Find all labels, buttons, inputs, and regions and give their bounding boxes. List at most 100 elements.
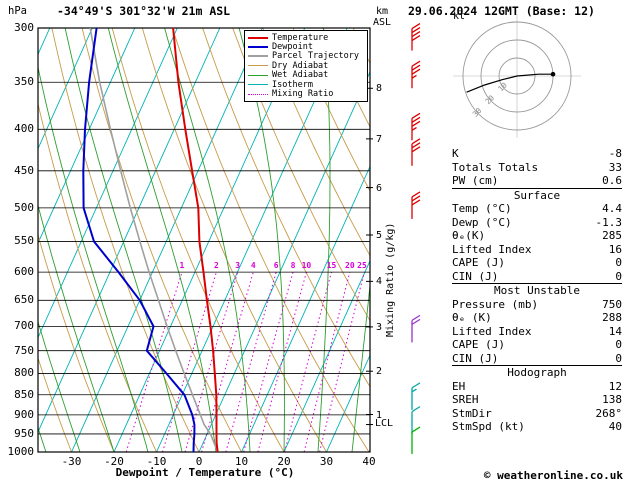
km-tick-label: 8: [376, 83, 383, 95]
indices-section-title: Hodograph: [507, 366, 567, 379]
temp-axis-title: Dewpoint / Temperature (°C): [115, 466, 295, 479]
copyright-link[interactable]: © weatheronline.co.uk: [483, 469, 623, 482]
pressure-tick-label: 350: [14, 75, 34, 89]
km-tick-label: 7: [376, 133, 383, 145]
legend-item: Parcel Trajectory: [248, 51, 364, 61]
pressure-tick-label: 400: [14, 122, 34, 136]
mixing-ratio-line: [319, 271, 365, 452]
mixing-ratio-line: [303, 271, 351, 452]
temperature-tick-label: 0: [195, 455, 203, 468]
temperature-tick-label: -30: [61, 455, 82, 468]
indices-row-label: K: [452, 147, 459, 160]
legend-item: Dry Adiabat: [248, 61, 364, 71]
indices-row-label: CIN (J): [452, 269, 499, 283]
indices-row: EH 12: [452, 380, 622, 394]
mixing-ratio-line: [184, 271, 239, 452]
pressure-tick-label: 700: [14, 319, 34, 333]
temperature-tick-label: 40: [362, 455, 376, 468]
indices-row: θₑ(K) 285: [452, 229, 622, 243]
indices-row: Dewp (°C) -1.3: [452, 216, 622, 230]
indices-row-label: CAPE (J): [452, 338, 505, 351]
indices-row: CAPE (J) 0: [452, 338, 622, 352]
wet-adiabat-line: [164, 28, 251, 452]
legend-label: Mixing Ratio: [272, 89, 334, 100]
indices-row-value: 40: [608, 420, 622, 433]
wet-adiabat-line: [64, 28, 183, 452]
legend-swatch: [248, 74, 268, 76]
indices-row: StmSpd (kt) 40: [452, 420, 622, 434]
indices-row: CIN (J) 0: [452, 352, 622, 366]
mixing-ratio-line: [162, 271, 217, 452]
indices-row: θₑ (K) 288: [452, 311, 622, 325]
indices-row: K -8: [452, 147, 622, 161]
dry-adiabat-line: [38, 101, 157, 452]
legend-item: Wet Adiabat: [248, 70, 364, 80]
legend-item: Isotherm: [248, 80, 364, 90]
mixing-ratio-label: 8: [291, 261, 296, 270]
indices-section: Surface Temp (°C) 4.4 Dewp (°C) -1.3 θₑ(K) 285…: [452, 187, 622, 284]
hodo-ring: [498, 57, 536, 95]
indices-table: K -8 Totals Totals 33 PW (cm) 0.6 Surface Temp …: [452, 147, 622, 434]
mixing-ratio-label: 1: [180, 261, 185, 270]
wind-barb: [411, 406, 421, 434]
pressure-tick-label: 900: [14, 407, 34, 421]
mixing-ratio-label: 2: [214, 261, 219, 270]
indices-row-label: EH: [452, 379, 466, 393]
km-axis-unit-asl: ASL: [373, 17, 392, 28]
km-axis-unit: km: [376, 6, 389, 17]
indices-section: Hodograph EH 12 SREH 138 StmDir 268° StmSpd (kt…: [452, 365, 622, 434]
mixing-ratio-line: [257, 271, 307, 452]
hodo-storm-marker: [550, 71, 556, 77]
mixing-ratio-line: [225, 271, 277, 452]
indices-row-value: 750: [602, 297, 622, 311]
km-tick-label: 4: [376, 276, 383, 288]
legend-item: Mixing Ratio: [248, 89, 364, 100]
indices-row-value: 288: [602, 311, 622, 324]
isotherm-line: [38, 28, 221, 434]
indices-row-value: 0: [615, 351, 622, 365]
indices-row-value: 0: [615, 256, 622, 269]
wind-barb: [411, 138, 421, 166]
mixing-ratio-line: [284, 271, 332, 452]
indices-row-label: CAPE (J): [452, 256, 505, 269]
mixing-ratio-label: 3: [235, 261, 240, 270]
mixing-ratio-axis-title: Mixing Ratio (g/kg): [385, 222, 396, 338]
indices-row-label: Pressure (mb): [452, 297, 539, 311]
indices-row-value: 0: [615, 338, 622, 351]
sounding-profiles: [82, 28, 219, 452]
hodo-ring: [462, 21, 572, 131]
indices-row: PW (cm) 0.6: [452, 174, 622, 188]
temperature-tick-label: 30: [319, 455, 334, 468]
legend-swatch: [248, 65, 268, 67]
legend-item: Temperature: [248, 33, 364, 43]
indices-row-label: θₑ(K): [452, 229, 486, 242]
indices-row-value: -1.3: [595, 215, 623, 229]
temperature-curve: [172, 28, 219, 452]
indices-row-value: 0.6: [602, 174, 622, 187]
legend-swatch: [248, 55, 268, 58]
page-title: -34°49'S 301°32'W 21m ASL: [57, 4, 231, 18]
run-datetime: 29.06.2024 12GMT (Base: 12): [408, 4, 595, 18]
indices-row-value: 33: [608, 160, 622, 174]
indices-row-label: θₑ (K): [452, 311, 492, 324]
indices-row-value: -8: [608, 147, 622, 160]
legend-swatch: [248, 36, 268, 39]
indices-row-value: 12: [608, 379, 622, 393]
indices-row: Lifted Index 14: [452, 325, 622, 339]
dry-adiabat-line: [51, 28, 200, 452]
indices-row-label: CIN (J): [452, 351, 499, 365]
indices-row: Lifted Index 16: [452, 243, 622, 257]
pressure-tick-label: 850: [14, 387, 34, 401]
legend-swatch: [248, 93, 268, 95]
indices-row: CAPE (J) 0: [452, 256, 622, 270]
indices-row-label: SREH: [452, 393, 479, 406]
wind-barb: [411, 22, 421, 51]
wind-barb: [411, 314, 421, 343]
pressure-tick-label: 1000: [7, 445, 35, 458]
legend-item: Dewpoint: [248, 42, 364, 52]
indices-row-value: 285: [602, 229, 622, 242]
indices-row: Temp (°C) 4.4: [452, 202, 622, 216]
hodo-ring-label: 30: [471, 106, 484, 119]
